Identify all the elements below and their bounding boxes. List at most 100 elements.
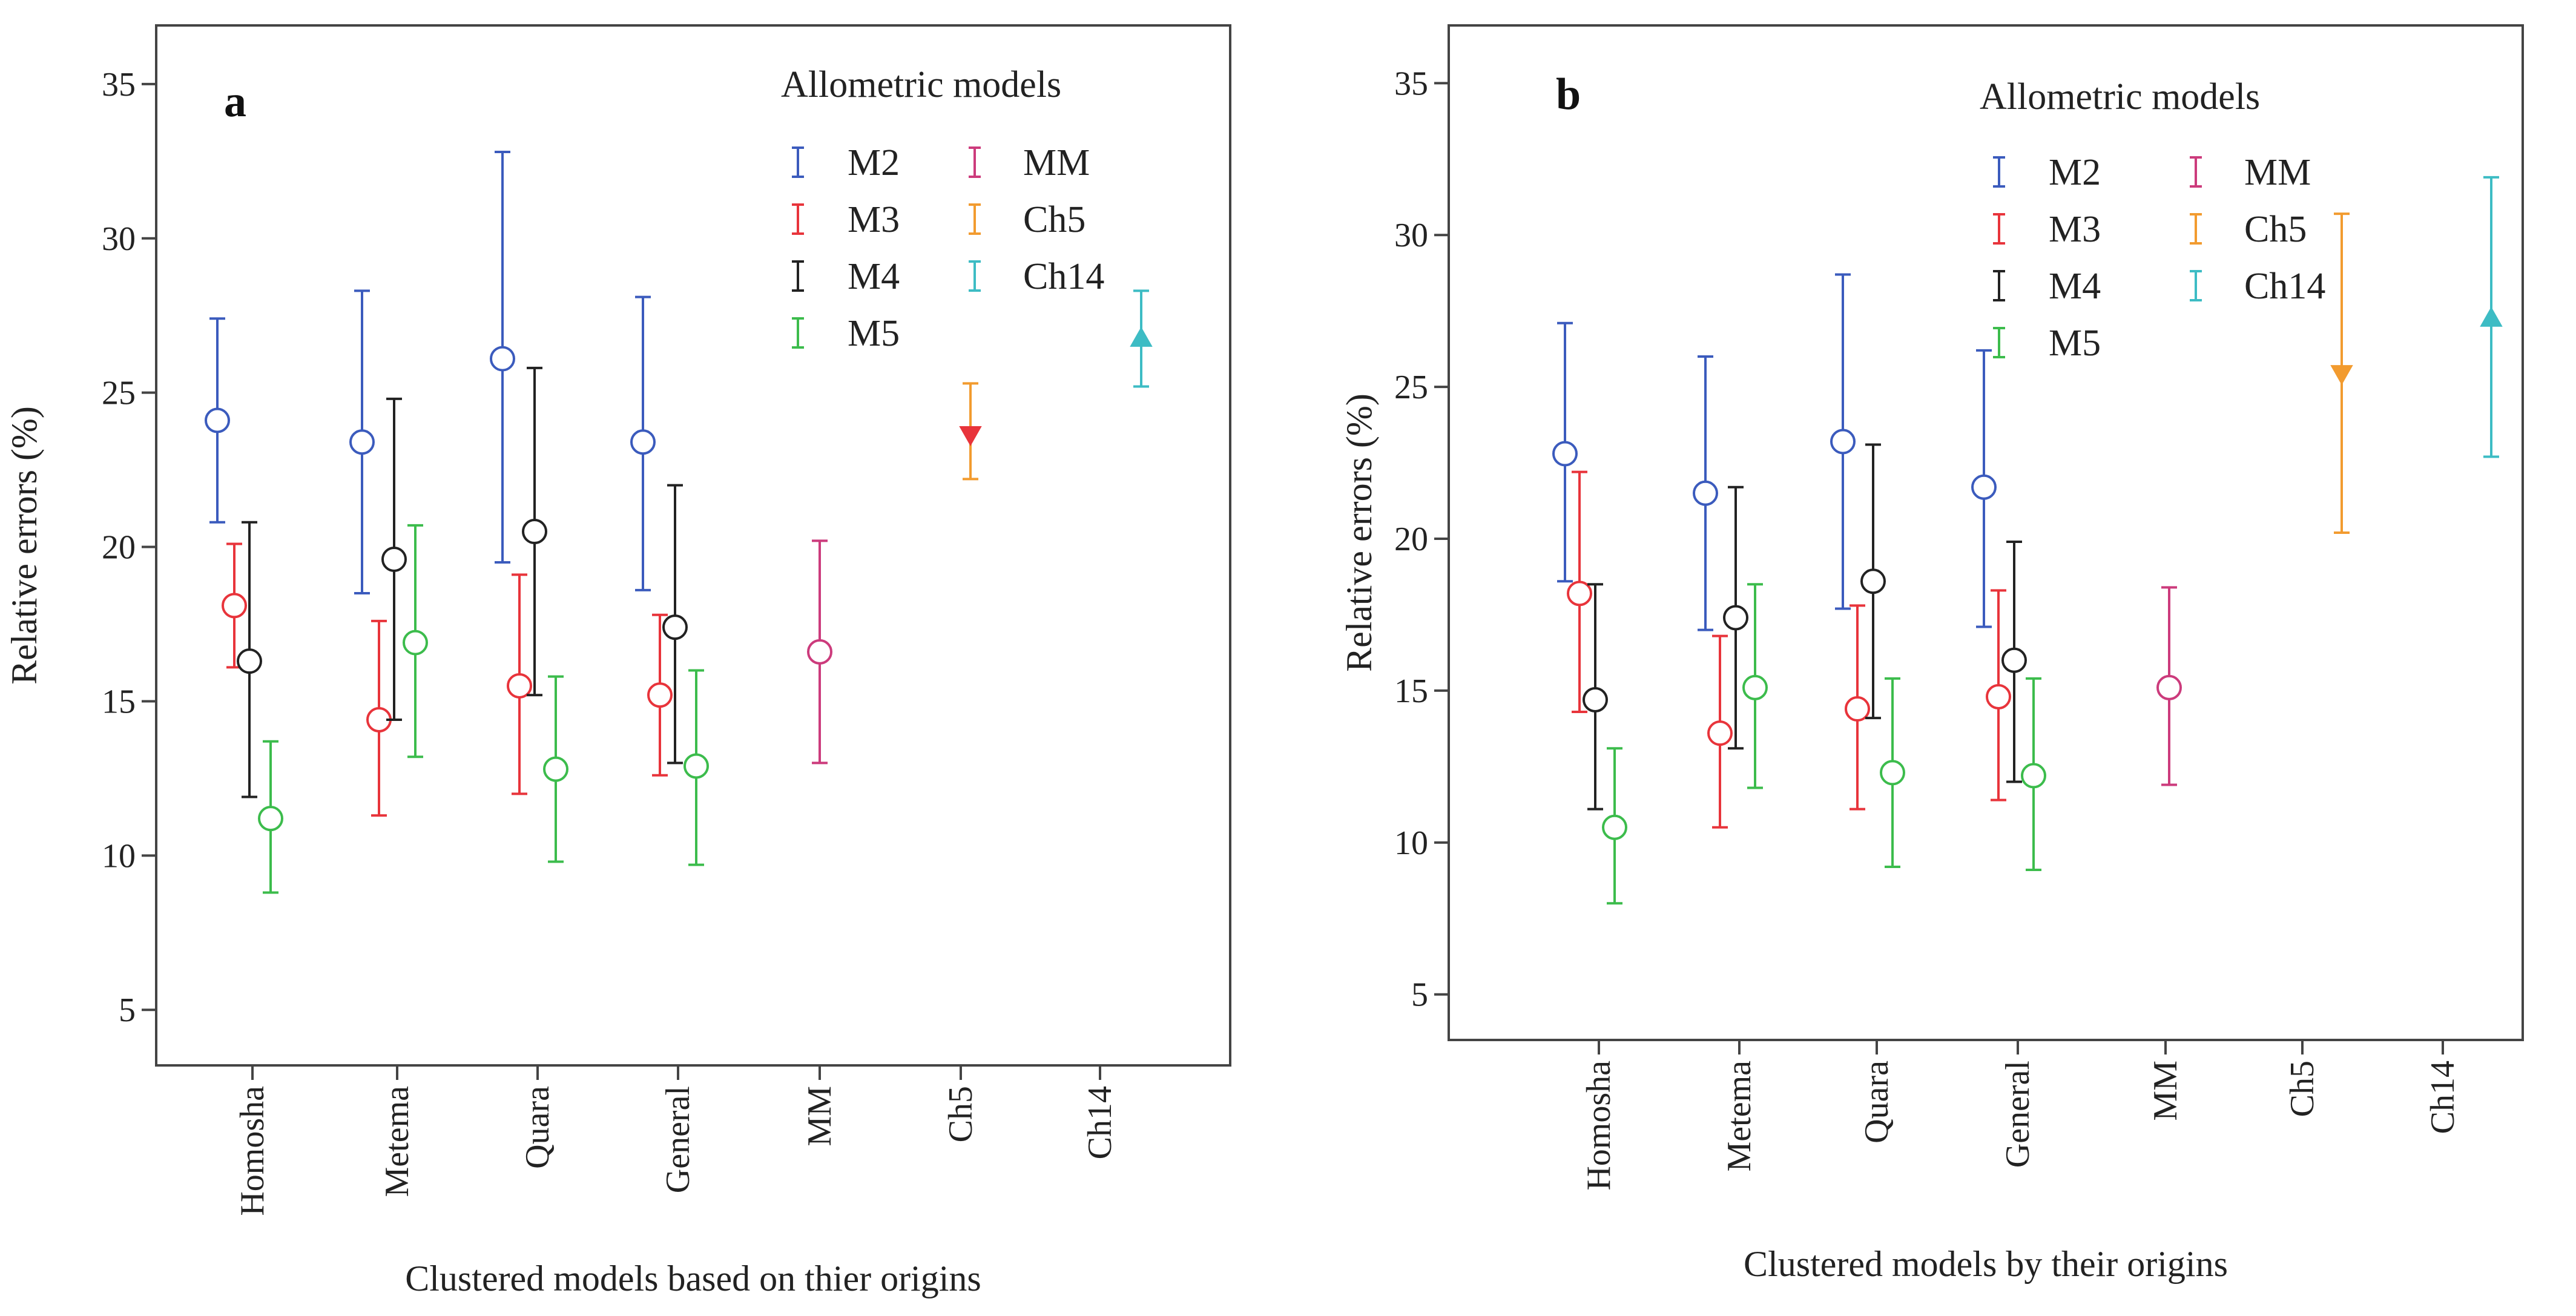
legend-item-m4: M4 — [1993, 266, 2101, 307]
mean-marker — [1567, 581, 1592, 607]
panel-b: 5 10 15 20 25 30 35 Homosha Metema Quara General MM… — [1339, 24, 2524, 1284]
legend-item-ch14: Ch14 — [969, 256, 1104, 297]
x-tick-label: Quara — [1858, 1061, 1896, 1143]
legend-label: M4 — [848, 256, 900, 297]
mean-marker — [2330, 365, 2353, 386]
x-tick-label: General — [1999, 1061, 2037, 1168]
plot-frame — [155, 24, 1231, 1067]
mean-marker — [403, 630, 428, 656]
mean-marker — [647, 682, 673, 708]
mean-marker — [1602, 814, 1627, 840]
mean-marker — [2001, 647, 2027, 673]
legend-item-m3: M3 — [1993, 209, 2101, 250]
legend-label: M2 — [2049, 152, 2101, 193]
legend-label: M5 — [848, 313, 900, 354]
y-tick-label: 15 — [102, 683, 136, 720]
y-tick-label: 5 — [119, 992, 136, 1029]
mean-marker — [237, 648, 262, 674]
series-m5 — [258, 524, 709, 894]
mean-marker — [522, 519, 547, 545]
mean-marker — [349, 429, 375, 455]
x-tick-label: MM — [801, 1086, 838, 1147]
y-axis-title: Relative errors (%) — [1339, 393, 1379, 672]
legend-item-m2: M2 — [1993, 152, 2101, 193]
mean-marker — [1860, 568, 1886, 594]
y-tick-label: 25 — [1394, 369, 1428, 406]
series-m3 — [1567, 470, 2011, 829]
series-ch5 — [2330, 212, 2353, 534]
series-m2 — [205, 151, 656, 595]
x-axis-title: Clustered models based on thier origins — [405, 1258, 981, 1298]
legend-label: Ch14 — [1023, 256, 1104, 297]
mean-marker — [959, 426, 982, 447]
legend-item-m5: M5 — [792, 313, 900, 354]
mean-marker — [1971, 474, 1997, 500]
series-ch14 — [1130, 289, 1153, 388]
legend-item-m3: M3 — [792, 199, 900, 240]
legend-item-m5: M5 — [1993, 323, 2101, 364]
mean-marker — [662, 614, 688, 640]
panel-label: b — [1556, 70, 1581, 119]
legend-title: Allometric models — [1980, 76, 2260, 117]
x-tick-label: Ch14 — [2424, 1061, 2462, 1134]
mean-marker — [507, 673, 532, 699]
legend-item-ch5: Ch5 — [969, 199, 1085, 240]
x-tick-label: Ch5 — [2284, 1061, 2321, 1117]
legend-label: M5 — [2049, 323, 2101, 364]
y-tick-label: 20 — [1394, 521, 1428, 558]
panel-a: 5 10 15 20 25 30 35 Homosha Metema Quara General MM… — [4, 24, 1231, 1298]
x-tick-label: Homosha — [234, 1086, 271, 1216]
legend-item-ch5: Ch5 — [2190, 209, 2307, 250]
mean-marker — [1830, 429, 1856, 455]
mean-marker — [807, 639, 832, 665]
mean-marker — [543, 756, 568, 782]
x-tick-label: General — [659, 1086, 697, 1193]
mean-marker — [1707, 720, 1733, 746]
mean-marker — [490, 346, 515, 372]
mean-marker — [684, 753, 709, 779]
series-ch14 — [2480, 176, 2503, 458]
mean-marker — [630, 429, 656, 455]
series-ch5 — [959, 382, 982, 481]
legend-item-mm: MM — [2190, 152, 2311, 193]
legend-label: MM — [2244, 152, 2311, 193]
y-tick-label: 10 — [1394, 824, 1428, 862]
mean-marker — [1986, 683, 2011, 709]
x-tick-label: Metema — [1721, 1061, 1758, 1172]
y-axis-title: Relative errors (%) — [4, 406, 44, 685]
mean-marker — [2156, 674, 2182, 700]
mean-marker — [1880, 760, 1905, 786]
y-tick-label: 35 — [1394, 65, 1428, 102]
legend-title: Allometric models — [781, 64, 1061, 105]
x-tick-label: Metema — [378, 1086, 416, 1197]
legend-label: Ch5 — [1023, 199, 1085, 240]
legend-label: M4 — [2049, 266, 2101, 307]
y-tick-label: 20 — [102, 529, 136, 567]
y-tick-label: 30 — [102, 220, 136, 258]
y-tick-label: 35 — [102, 66, 136, 104]
mean-marker — [1742, 674, 1768, 700]
x-tick-label: MM — [2147, 1061, 2184, 1121]
x-tick-label: Ch14 — [1081, 1086, 1119, 1159]
x-axis-title: Clustered models by their origins — [1744, 1244, 2228, 1284]
x-tick-label: Ch5 — [942, 1086, 980, 1142]
legend-label: Ch5 — [2244, 209, 2307, 250]
panel-label: a — [224, 77, 246, 127]
legend-item-mm: MM — [969, 142, 1090, 183]
mean-marker — [258, 806, 283, 832]
mean-marker — [1845, 696, 1870, 722]
legend: Allometric models M2 M3 M4 M5 MM Ch5 Ch14 — [781, 64, 1104, 354]
mean-marker — [2480, 306, 2503, 327]
y-tick-label: 5 — [1411, 976, 1428, 1014]
y-tick-label: 10 — [102, 837, 136, 875]
x-tick-label: Homosha — [1580, 1061, 1618, 1191]
mean-marker — [1693, 480, 1718, 506]
y-tick-label: 25 — [102, 375, 136, 412]
series-m3 — [222, 542, 673, 817]
series-m2 — [1552, 273, 1997, 631]
mean-marker — [205, 407, 230, 433]
legend-item-m2: M2 — [792, 142, 900, 183]
mean-marker — [222, 593, 247, 619]
mean-marker — [1723, 605, 1748, 631]
